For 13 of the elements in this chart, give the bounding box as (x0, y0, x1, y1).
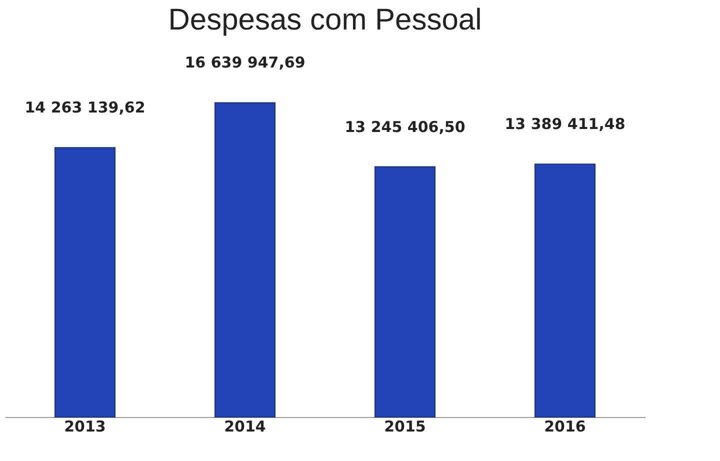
bar (374, 166, 436, 418)
x-tick-label: 2014 (224, 418, 266, 436)
data-label: 13 389 411,48 (504, 115, 626, 134)
bar (214, 102, 276, 418)
bar (54, 147, 116, 418)
data-label: 16 639 947,69 (184, 54, 306, 72)
x-tick-label: 2016 (544, 418, 586, 436)
bar (534, 164, 596, 418)
chart-title: Despesas com Pessoal (168, 4, 482, 37)
data-label: 13 245 406,50 (344, 118, 466, 136)
x-tick-label: 2015 (384, 418, 426, 436)
x-tick-label: 2013 (64, 418, 106, 436)
data-label: 14 263 139,62 (24, 98, 146, 117)
